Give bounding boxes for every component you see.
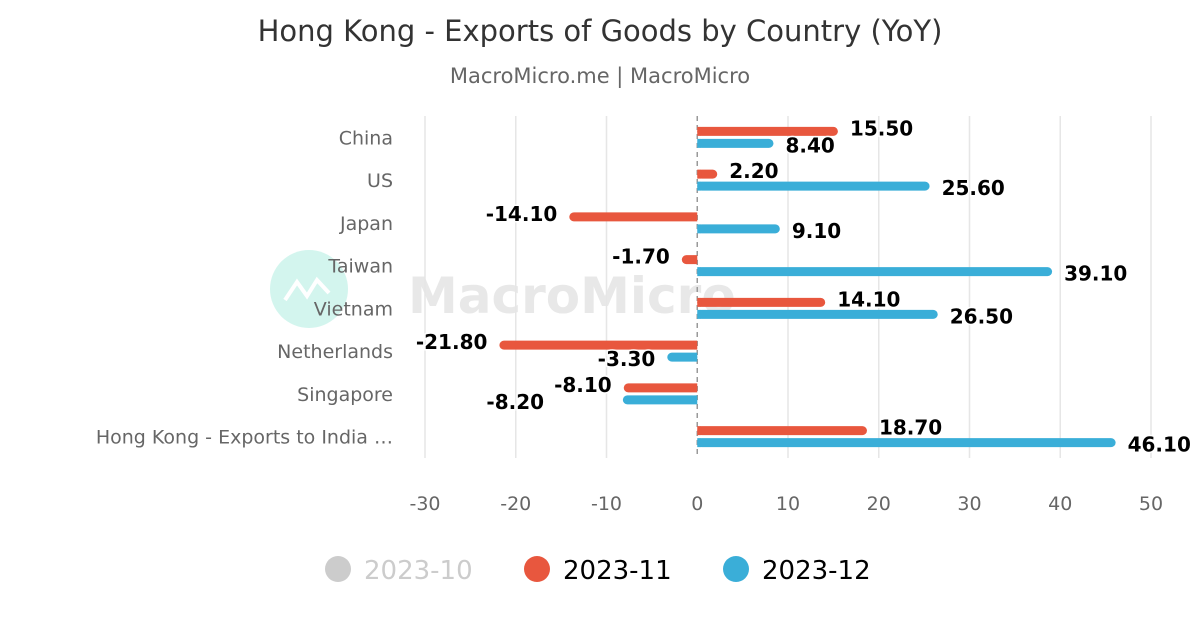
x-tick-label: 0: [691, 493, 703, 515]
bar-base: [697, 426, 702, 436]
watermark-logo: MacroMicro: [270, 250, 736, 328]
data-label: 46.10: [1128, 433, 1191, 457]
bar-base: [697, 126, 702, 136]
bar-2023-12[interactable]: [697, 181, 930, 191]
bar-base: [697, 438, 702, 448]
x-tick-label: 40: [1048, 493, 1072, 515]
data-label: -21.80: [416, 330, 488, 354]
legend-marker: [325, 556, 351, 582]
bar-2023-12[interactable]: [697, 267, 1053, 277]
legend-marker: [524, 556, 550, 582]
data-label: -3.30: [598, 347, 656, 371]
legend-label: 2023-12: [762, 556, 871, 586]
data-label: -8.20: [486, 390, 544, 414]
data-label: 2.20: [729, 159, 778, 183]
bar-base: [697, 309, 702, 319]
category-label: China: [339, 127, 393, 149]
bar-2023-12[interactable]: [697, 138, 774, 148]
bar-2023-11[interactable]: [697, 126, 838, 136]
bar-2023-11[interactable]: [499, 340, 698, 350]
category-label: Vietnam: [314, 298, 393, 320]
x-tick-label: 50: [1139, 493, 1163, 515]
data-label: 39.10: [1064, 262, 1127, 286]
bar-2023-11[interactable]: [623, 383, 698, 393]
data-label: -14.10: [486, 202, 558, 226]
data-label: 15.50: [850, 116, 913, 140]
bar-base: [693, 255, 698, 265]
data-label: -8.10: [554, 373, 612, 397]
category-label: Japan: [339, 213, 393, 235]
bar-2023-11[interactable]: [697, 169, 718, 179]
legend-label: 2023-11: [563, 556, 672, 586]
bar-2023-11[interactable]: [697, 297, 826, 307]
data-label: 9.10: [792, 219, 841, 243]
category-label: US: [367, 170, 393, 192]
bar-2023-12[interactable]: [697, 438, 1116, 448]
category-label: Hong Kong - Exports to India …: [96, 427, 393, 449]
legend-item-2023-11[interactable]: 2023-11: [524, 556, 672, 586]
category-label: Singapore: [297, 384, 393, 406]
bar-base: [693, 212, 698, 222]
bar-base: [693, 340, 698, 350]
bar-2023-12[interactable]: [697, 309, 938, 319]
bar-2023-12[interactable]: [667, 352, 698, 362]
data-label: 8.40: [785, 133, 834, 157]
bar-2023-12[interactable]: [622, 395, 698, 405]
bar-base: [693, 395, 698, 405]
bar-base: [697, 297, 702, 307]
data-label: 26.50: [950, 304, 1013, 328]
legend-item-2023-10[interactable]: 2023-10: [325, 556, 473, 586]
bar-base: [697, 267, 702, 277]
data-label: 25.60: [942, 176, 1005, 200]
bar-base: [693, 383, 698, 393]
bar-2023-11[interactable]: [569, 212, 698, 222]
x-tick-label: 30: [957, 493, 981, 515]
bar-2023-11[interactable]: [697, 426, 867, 436]
chart-title: Hong Kong - Exports of Goods by Country …: [257, 14, 943, 48]
data-label: 14.10: [837, 287, 900, 311]
data-label: 18.70: [879, 416, 942, 440]
bar-base: [697, 224, 702, 234]
bar-2023-12[interactable]: [697, 224, 780, 234]
legend-marker: [723, 556, 749, 582]
category-label: Taiwan: [327, 256, 393, 278]
legend-label: 2023-10: [364, 556, 473, 586]
x-tick-label: 20: [867, 493, 891, 515]
chart-subtitle: MacroMicro.me | MacroMicro: [449, 64, 751, 88]
x-tick-label: -10: [591, 493, 622, 515]
x-tick-label: 10: [776, 493, 800, 515]
bar-base: [697, 181, 702, 191]
category-label: Netherlands: [277, 341, 393, 363]
bar-base: [697, 138, 702, 148]
x-tick-label: -20: [500, 493, 531, 515]
bar-base: [697, 169, 702, 179]
legend-item-2023-12[interactable]: 2023-12: [723, 556, 871, 586]
bar-base: [693, 352, 698, 362]
data-label: -1.70: [612, 245, 670, 269]
watermark-text: MacroMicro: [408, 267, 736, 325]
x-tick-label: -30: [409, 493, 440, 515]
